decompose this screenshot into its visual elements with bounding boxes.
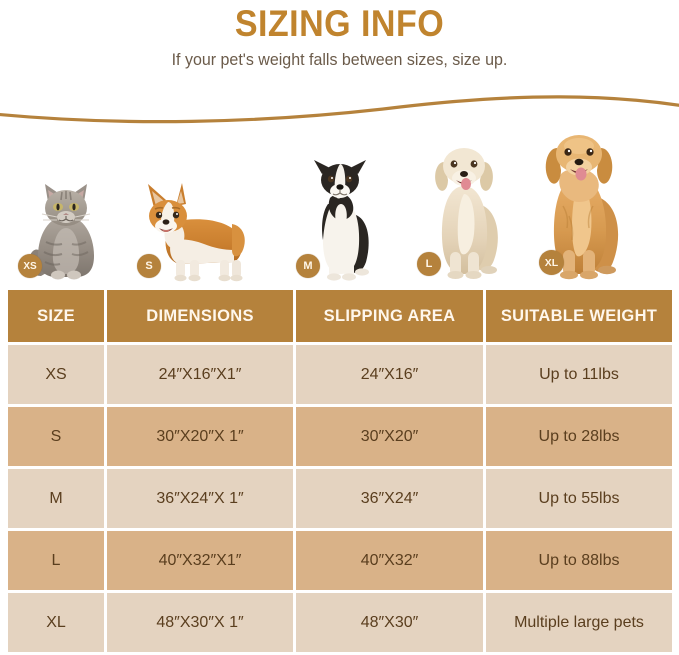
animal-cell-l: L <box>416 132 516 282</box>
table-row: XL 48″X30″X 1″ 48″X30″ Multiple large pe… <box>8 593 672 652</box>
cell-size: S <box>8 407 104 466</box>
animal-size-row: XS <box>0 122 679 282</box>
table-row: XS 24″X16″X1″ 24″X16″ Up to 11lbs <box>8 345 672 404</box>
table-row: S 30″X20″X 1″ 30″X20″ Up to 28lbs <box>8 407 672 466</box>
size-badge-xs-label: XS <box>23 260 37 272</box>
cell-suitable-weight: Up to 55lbs <box>486 469 672 528</box>
cell-dimensions: 48″X30″X 1″ <box>107 593 293 652</box>
page-title: SIZING INFO <box>234 3 445 44</box>
size-badge-m-label: M <box>303 260 313 272</box>
wavy-divider <box>0 84 679 124</box>
size-badge-l-label: L <box>425 258 433 270</box>
size-badge-s: S <box>137 254 161 278</box>
tabby-cat-illustration: XS <box>18 172 114 282</box>
animal-cell-m: M <box>296 144 386 282</box>
column-header-suitable-weight: SUITABLE WEIGHT <box>486 290 672 342</box>
cell-size: L <box>8 531 104 590</box>
cell-slipping-area: 48″X30″ <box>296 593 483 652</box>
cell-suitable-weight: Up to 88lbs <box>486 531 672 590</box>
cell-suitable-weight: Multiple large pets <box>486 593 672 652</box>
column-header-slipping-area: SLIPPING AREA <box>296 290 483 342</box>
cell-slipping-area: 24″X16″ <box>296 345 483 404</box>
cream-retriever-illustration: L <box>416 132 516 282</box>
table-row: M 36″X24″X 1″ 36″X24″ Up to 55lbs <box>8 469 672 528</box>
cell-size: XL <box>8 593 104 652</box>
size-badge-xl: XL <box>539 250 564 275</box>
page-header: SIZING INFO If your pet's weight falls b… <box>0 0 679 71</box>
column-header-dimensions: DIMENSIONS <box>107 290 293 342</box>
cell-suitable-weight: Up to 11lbs <box>486 345 672 404</box>
size-badge-xl-label: XL <box>544 256 559 269</box>
cell-slipping-area: 30″X20″ <box>296 407 483 466</box>
size-badge-m: M <box>296 254 320 278</box>
page-subtitle: If your pet's weight falls between sizes… <box>171 51 508 69</box>
table-header-row: SIZE DIMENSIONS SLIPPING AREA SUITABLE W… <box>8 290 672 342</box>
animal-cell-xl: XL <box>527 120 639 282</box>
sizing-table: SIZE DIMENSIONS SLIPPING AREA SUITABLE W… <box>8 290 672 655</box>
cell-suitable-weight: Up to 28lbs <box>486 407 672 466</box>
cell-size: XS <box>8 345 104 404</box>
cell-slipping-area: 36″X24″ <box>296 469 483 528</box>
cell-dimensions: 24″X16″X1″ <box>107 345 293 404</box>
size-badge-xs: XS <box>18 254 42 278</box>
golden-retriever-illustration: XL <box>527 120 639 282</box>
corgi-illustration: S <box>128 178 253 282</box>
border-collie-illustration: M <box>296 144 386 282</box>
cell-dimensions: 36″X24″X 1″ <box>107 469 293 528</box>
table-row: L 40″X32″X1″ 40″X32″ Up to 88lbs <box>8 531 672 590</box>
cell-slipping-area: 40″X32″ <box>296 531 483 590</box>
cell-dimensions: 30″X20″X 1″ <box>107 407 293 466</box>
column-header-size: SIZE <box>8 290 104 342</box>
animal-cell-s: S <box>128 178 253 282</box>
cell-dimensions: 40″X32″X1″ <box>107 531 293 590</box>
cell-size: M <box>8 469 104 528</box>
animal-cell-xs: XS <box>18 172 114 282</box>
size-badge-l: L <box>417 252 441 276</box>
size-badge-s-label: S <box>145 260 153 272</box>
